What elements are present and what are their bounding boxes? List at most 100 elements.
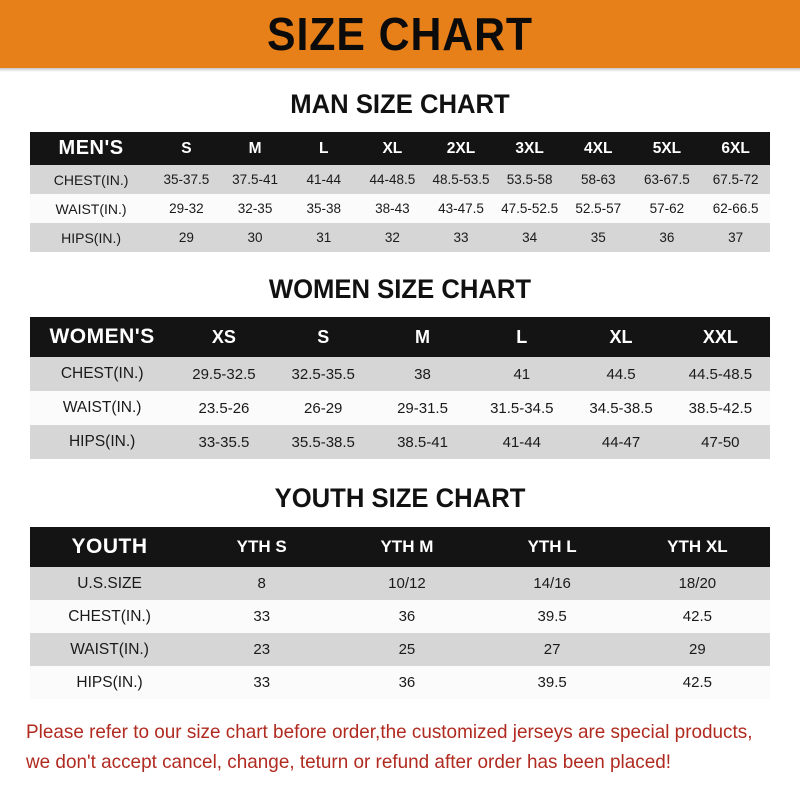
youth-cell-2-2: 27 xyxy=(543,641,561,658)
man-cell-1-6: 52.5-57 xyxy=(575,201,622,216)
youth-cell-0-3: 18/20 xyxy=(678,575,717,592)
women-section-title: WOMEN SIZE CHART xyxy=(268,274,532,304)
women-cell-0-4: 44.5 xyxy=(606,365,636,383)
youth-cell-1-3: 42.5 xyxy=(682,608,712,625)
youth-cell-2-0: 23 xyxy=(253,641,271,658)
youth-row-label-0: U.S.SIZE xyxy=(77,574,142,592)
man-cell-2-8: 37 xyxy=(728,230,744,245)
man-cell-2-4: 33 xyxy=(453,230,469,245)
man-size-header-8: 6XL xyxy=(721,139,750,157)
man-cell-2-2: 31 xyxy=(316,230,332,245)
women-cell-0-1: 32.5-35.5 xyxy=(291,365,355,383)
man-cell-0-7: 63-67.5 xyxy=(644,172,690,187)
youth-size-section: YOUTH SIZE CHART YOUTH YTH S YTH M YTH L YT… xyxy=(0,459,800,699)
women-size-header-1: S xyxy=(317,326,330,347)
table-row: WAIST(IN.) 29-32 32-35 35-38 38-43 43-47.5 47.… xyxy=(30,194,770,223)
footer-note-line-2: we don't accept cancel, change, teturn o… xyxy=(26,751,672,774)
youth-size-table: YOUTH YTH S YTH M YTH L YTH XL U.S.SIZE 8 10/… xyxy=(30,527,770,699)
youth-row-label-1: CHEST(IN.) xyxy=(68,607,151,625)
women-cell-2-3: 41-44 xyxy=(502,433,541,451)
man-cell-2-0: 29 xyxy=(178,230,194,245)
page-banner: SIZE CHART xyxy=(0,0,800,68)
youth-row-label-3: HIPS(IN.) xyxy=(76,673,143,691)
man-table-body: CHEST(IN.) 35-37.5 37.5-41 41-44 44-48.5 48.5… xyxy=(30,165,770,252)
youth-cell-0-1: 10/12 xyxy=(388,575,426,592)
man-cell-1-4: 43-47.5 xyxy=(438,201,484,216)
man-cell-2-6: 35 xyxy=(590,230,606,245)
women-size-table: WOMEN'S XS S M L XL XXL CHEST(IN.) 29.5-32.5 32… xyxy=(30,317,770,459)
table-row: WAIST(IN.) 23 25 27 29 xyxy=(30,633,770,666)
footer-note: Please refer to our size chart before or… xyxy=(0,717,800,777)
man-cell-0-0: 35-37.5 xyxy=(163,172,210,187)
man-size-header-5: 3XL xyxy=(515,139,544,157)
women-cell-1-4: 34.5-38.5 xyxy=(589,399,653,417)
man-size-header-7: 5XL xyxy=(652,139,682,157)
women-table-body: CHEST(IN.) 29.5-32.5 32.5-35.5 38 41 44.5 44.5… xyxy=(30,357,770,459)
man-cell-1-1: 32-35 xyxy=(237,201,273,216)
man-cell-1-8: 62-66.5 xyxy=(712,201,759,216)
youth-cell-1-1: 36 xyxy=(398,608,416,625)
youth-size-header-3: YTH XL xyxy=(667,537,728,556)
table-row: WAIST(IN.) 23.5-26 26-29 29-31.5 31.5-34.5 34… xyxy=(30,391,770,425)
youth-cell-0-0: 8 xyxy=(257,575,266,592)
youth-cell-2-1: 25 xyxy=(398,641,416,658)
women-cell-0-3: 41 xyxy=(513,365,531,383)
youth-cell-2-3: 29 xyxy=(689,641,706,658)
youth-cell-1-2: 39.5 xyxy=(537,608,567,625)
man-cell-2-5: 34 xyxy=(522,230,538,245)
man-size-section: MAN SIZE CHART MEN'S S M L XL 2XL 3XL 4XL 5XL 6X… xyxy=(0,72,800,252)
man-cell-2-7: 36 xyxy=(659,230,675,245)
man-cell-0-5: 53.5-58 xyxy=(506,172,553,187)
man-size-header-2: L xyxy=(318,139,329,157)
women-size-header-4: XL xyxy=(609,326,633,347)
youth-section-title: YOUTH SIZE CHART xyxy=(274,483,526,513)
youth-size-header-2: YTH L xyxy=(527,537,577,556)
man-size-header-0: S xyxy=(181,139,192,157)
youth-row-label-2: WAIST(IN.) xyxy=(70,640,149,658)
youth-cell-3-0: 33 xyxy=(253,674,271,691)
youth-table-body: U.S.SIZE 8 10/12 14/16 18/20 CHEST(IN.) 33 36 39… xyxy=(30,567,770,699)
man-size-header-1: M xyxy=(248,139,262,157)
youth-cell-3-1: 36 xyxy=(398,674,416,691)
women-size-header-5: XXL xyxy=(702,326,738,347)
table-row: U.S.SIZE 8 10/12 14/16 18/20 xyxy=(30,567,770,600)
women-cell-2-5: 47-50 xyxy=(701,433,740,451)
women-cell-1-3: 31.5-34.5 xyxy=(490,399,554,417)
women-row-label-0: CHEST(IN.) xyxy=(60,365,144,382)
women-cell-1-5: 38.5-42.5 xyxy=(688,399,753,417)
table-row: CHEST(IN.) 29.5-32.5 32.5-35.5 38 41 44.5 44.5… xyxy=(30,357,770,391)
man-cell-1-3: 38-43 xyxy=(375,201,410,216)
youth-table-header: YOUTH YTH S YTH M YTH L YTH XL xyxy=(30,527,770,567)
youth-cell-0-2: 14/16 xyxy=(533,575,571,592)
man-table-header: MEN'S S M L XL 2XL 3XL 4XL 5XL 6XL xyxy=(30,132,770,165)
table-row: HIPS(IN.) 29 30 31 32 33 34 35 36 37 xyxy=(30,223,770,252)
man-cell-0-3: 44-48.5 xyxy=(369,172,416,187)
banner-shadow-divider xyxy=(0,68,800,72)
man-section-title: MAN SIZE CHART xyxy=(290,89,510,119)
man-size-header-3: XL xyxy=(382,139,403,157)
women-cell-2-2: 38.5-41 xyxy=(397,433,448,451)
women-row-label-1: WAIST(IN.) xyxy=(62,399,142,416)
man-cell-1-5: 47.5-52.5 xyxy=(501,201,559,216)
man-label-header: MEN'S xyxy=(58,137,124,159)
man-header-row: MEN'S S M L XL 2XL 3XL 4XL 5XL 6XL xyxy=(30,132,770,165)
women-row-label-2: HIPS(IN.) xyxy=(68,433,136,450)
youth-header-row: YOUTH YTH S YTH M YTH L YTH XL xyxy=(30,527,770,567)
women-table-header: WOMEN'S XS S M L XL XXL xyxy=(30,317,770,357)
man-cell-0-6: 58-63 xyxy=(581,172,616,187)
man-row-label-2: HIPS(IN.) xyxy=(61,229,121,246)
man-size-table: MEN'S S M L XL 2XL 3XL 4XL 5XL 6XL CHEST(IN.) 35-… xyxy=(30,132,770,252)
man-cell-2-3: 32 xyxy=(384,230,400,245)
man-cell-1-7: 57-62 xyxy=(649,201,685,216)
table-row: CHEST(IN.) 33 36 39.5 42.5 xyxy=(30,600,770,633)
youth-label-header: YOUTH xyxy=(71,535,148,558)
man-cell-1-0: 29-32 xyxy=(169,201,204,216)
man-cell-0-1: 37.5-41 xyxy=(232,172,278,187)
man-cell-0-2: 41-44 xyxy=(306,172,341,187)
table-row: CHEST(IN.) 35-37.5 37.5-41 41-44 44-48.5 48.5… xyxy=(30,165,770,194)
table-row: HIPS(IN.) 33-35.5 35.5-38.5 38.5-41 41-44 44-… xyxy=(30,425,770,459)
women-size-header-2: M xyxy=(415,326,430,347)
women-cell-1-2: 29-31.5 xyxy=(397,399,448,417)
man-cell-0-4: 48.5-53.5 xyxy=(432,172,490,187)
